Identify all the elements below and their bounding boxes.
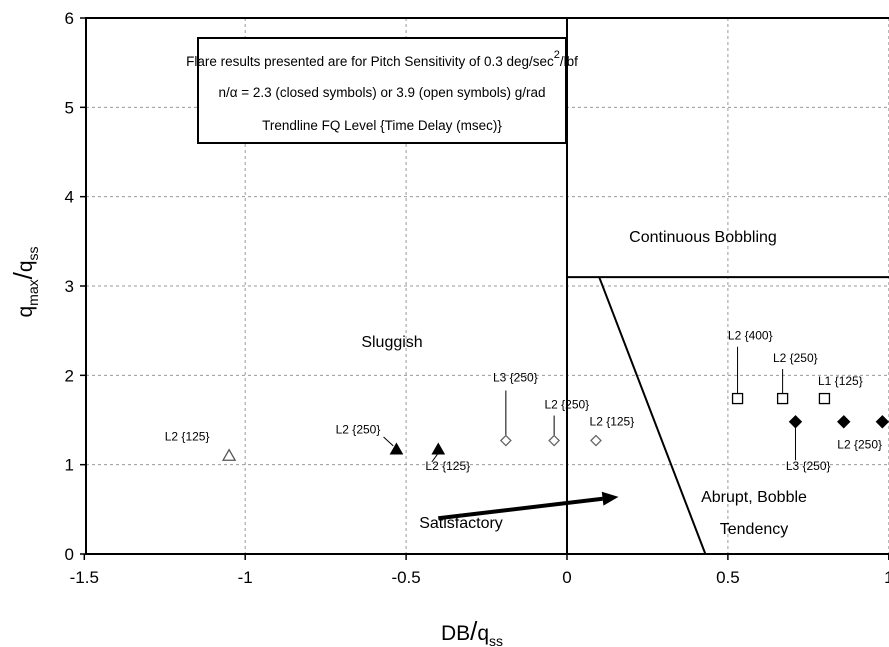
- x-tick-label: -0.5: [391, 568, 420, 587]
- y-axis-title-main-subscript: max: [25, 279, 41, 305]
- y-tick-label: 2: [65, 366, 74, 385]
- note-line-2: n/α = 2.3 (closed symbols) or 3.9 (open …: [218, 85, 545, 100]
- x-axis-title: DB/qss: [441, 616, 503, 647]
- region-label-abrupt-line-2: Tendency: [720, 521, 789, 538]
- region-label-continuous-bobbling: Continuous Bobbling: [629, 229, 777, 246]
- point-label: L2 {125}: [425, 459, 470, 473]
- arrow-head: [601, 491, 619, 506]
- note-line-1-prefix: Flare results presented are for Pitch Se…: [186, 54, 554, 69]
- boundary-diagonal: [598, 276, 707, 555]
- point-label: L2 {125}: [165, 430, 210, 444]
- note-line-3: Trendline FQ Level {Time Delay (msec)}: [262, 118, 502, 133]
- y-tick-label: 0: [65, 545, 74, 564]
- y-tick-label: 1: [65, 456, 74, 475]
- y-axis-title-denominator: q: [14, 260, 37, 272]
- open-diamond-marker: [499, 434, 512, 447]
- arrow-shaft: [438, 496, 603, 521]
- y-axis-ticks: 0 1 2 3 4 5 6: [65, 9, 86, 564]
- point-label: L1 {125}: [818, 374, 863, 388]
- x-tick-label: 0.5: [716, 568, 740, 587]
- open-square-marker: [818, 392, 831, 405]
- y-tick-label: 5: [65, 98, 74, 117]
- region-label-sluggish: Sluggish: [361, 334, 422, 351]
- point-label: L2 {250}: [336, 422, 381, 436]
- point-label: L2 {250}: [837, 438, 882, 452]
- open-square-marker: [776, 392, 789, 405]
- point-label: L3 {250}: [493, 371, 538, 385]
- note-box-frame: [197, 37, 567, 144]
- y-tick-label: 4: [65, 188, 74, 207]
- y-axis-title-slash: /: [8, 271, 38, 279]
- label-leader-line: [383, 436, 394, 447]
- y-axis-title-text: qmax/qss: [8, 246, 41, 317]
- x-tick-label: 1: [884, 568, 889, 587]
- note-line-1-suffix: /lbf: [560, 54, 578, 69]
- y-axis-title-main: q: [14, 306, 37, 318]
- x-axis-title-denominator-subscript: ss: [489, 633, 503, 647]
- x-tick-label: -1.5: [70, 568, 99, 587]
- satisfactory-arrow: [438, 491, 619, 521]
- x-axis-title-slash: /: [470, 616, 478, 646]
- x-tick-label: 0: [562, 568, 571, 587]
- point-labels: L3 {125}L3 {125}L2 {125}L2 {250}L2 {125}…: [165, 329, 882, 473]
- point-label: L2 {400}: [728, 329, 773, 343]
- filled-diamond-marker: [875, 415, 889, 429]
- y-tick-label: 6: [65, 9, 74, 28]
- note-box: Flare results presented are for Pitch Se…: [186, 37, 578, 144]
- filled-triangle-marker: [389, 442, 404, 455]
- x-axis-title-main: DB: [441, 622, 470, 645]
- note-line-1-superscript: 2: [554, 49, 560, 61]
- y-axis-title: qmax/qss: [8, 246, 41, 317]
- point-label: L3 {250}: [786, 459, 831, 473]
- filled-diamond-marker: [788, 415, 803, 429]
- point-label: L2 {250}: [544, 397, 589, 411]
- filled-triangle-marker: [431, 442, 446, 455]
- point-label-leaders: [383, 346, 796, 463]
- data-markers: [221, 392, 889, 461]
- x-tick-label: -1: [238, 568, 253, 587]
- x-axis-title-denominator: q: [477, 622, 489, 645]
- note-line-1: Flare results presented are for Pitch Se…: [186, 49, 578, 69]
- region-label-abrupt-line-1: Abrupt, Bobble: [701, 489, 807, 506]
- open-square-marker: [731, 392, 744, 405]
- label-leader-line: [431, 452, 439, 463]
- open-diamond-marker: [590, 434, 602, 447]
- point-label: L2 {250}: [773, 351, 818, 365]
- x-axis-ticks: -3-2.5-2-1.5-1-0.500.511.52: [70, 554, 889, 587]
- x-axis-title-text: DB/qss: [441, 616, 503, 647]
- filled-diamond-marker: [837, 415, 851, 429]
- open-triangle-marker: [221, 448, 237, 461]
- open-diamond-marker: [548, 434, 561, 447]
- point-label: L2 {125}: [590, 414, 635, 428]
- y-axis-title-denominator-subscript: ss: [25, 246, 41, 260]
- y-tick-label: 3: [65, 277, 74, 296]
